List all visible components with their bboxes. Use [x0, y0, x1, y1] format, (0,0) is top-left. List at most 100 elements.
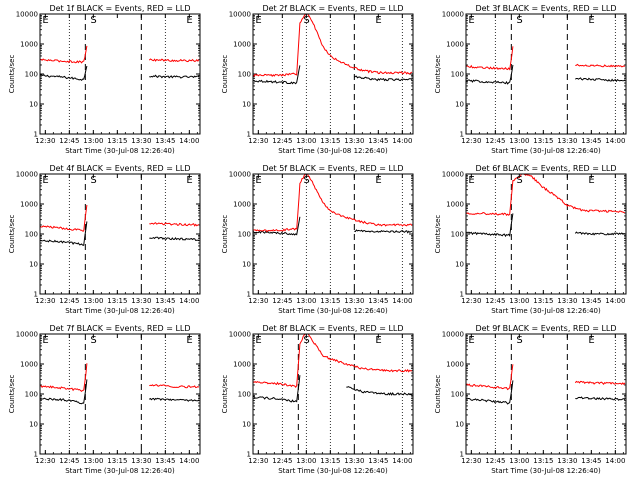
- x-tick-label: 13:15: [533, 137, 553, 145]
- panel-det-2f: Det 2f BLACK = Events, RED = LLD Counts/s…: [221, 4, 414, 155]
- x-axis-label: Start Time (30-Jul-08 12:26:40): [491, 467, 601, 475]
- x-tick-label: 13:30: [557, 137, 577, 145]
- y-tick-label: 1: [34, 131, 38, 139]
- y-tick-label: 10000: [229, 331, 251, 339]
- x-tick-label: 13:30: [131, 137, 151, 145]
- y-tick-label: 1: [34, 291, 38, 299]
- events-series-line: [466, 213, 514, 238]
- lld-series-line: [253, 174, 413, 233]
- panel-title: Det 4f BLACK = Events, RED = LLD: [49, 164, 190, 173]
- panel-det-3f: Det 3f BLACK = Events, RED = LLD Counts/s…: [434, 4, 627, 155]
- x-tick-label: 13:45: [368, 457, 388, 465]
- events-series-line: [354, 229, 413, 234]
- x-tick-label: 12:45: [485, 297, 505, 305]
- x-tick-label: 12:30: [461, 297, 481, 305]
- x-tick-label: 14:00: [392, 137, 412, 145]
- y-axis-label: Counts/sec: [434, 375, 442, 414]
- panel-det-9f: Det 9f BLACK = Events, RED = LLD Counts/s…: [434, 324, 627, 475]
- panel-title: Det 5f BLACK = Events, RED = LLD: [262, 164, 403, 173]
- events-series-line: [575, 77, 626, 83]
- y-tick-label: 1000: [233, 201, 251, 209]
- x-tick-label: 13:15: [320, 297, 340, 305]
- x-axis-label: Start Time (30-Jul-08 12:26:40): [491, 147, 601, 155]
- x-tick-label: 12:45: [272, 297, 292, 305]
- events-series-line: [575, 396, 626, 401]
- x-tick-label: 14:00: [605, 457, 625, 465]
- x-tick-label: 13:00: [296, 137, 316, 145]
- event-marker-E: E: [255, 335, 261, 346]
- x-tick-label: 12:45: [485, 137, 505, 145]
- x-axis-label: Start Time (30-Jul-08 12:26:40): [65, 307, 175, 315]
- x-tick-label: 14:00: [392, 297, 412, 305]
- y-tick-label: 1: [460, 131, 464, 139]
- events-series-line: [40, 221, 88, 246]
- y-tick-label: 10000: [16, 331, 38, 339]
- x-tick-label: 13:00: [296, 297, 316, 305]
- x-tick-label: 13:45: [581, 457, 601, 465]
- x-tick-label: 14:00: [179, 457, 199, 465]
- y-tick-label: 10000: [442, 171, 464, 179]
- x-tick-label: 12:45: [59, 457, 79, 465]
- event-marker-E: E: [588, 15, 594, 26]
- y-tick-label: 10: [455, 261, 464, 269]
- y-axis-label: Counts/sec: [221, 375, 229, 414]
- x-axis-label: Start Time (30-Jul-08 12:26:40): [65, 467, 175, 475]
- y-axis-label: Counts/sec: [221, 55, 229, 94]
- y-tick-label: 1000: [20, 201, 38, 209]
- lld-series-line: [40, 45, 88, 64]
- event-marker-E: E: [255, 15, 261, 26]
- event-marker-S: S: [516, 335, 522, 346]
- y-axis-label: Counts/sec: [8, 55, 16, 94]
- event-marker-S: S: [516, 175, 522, 186]
- x-axis-label: Start Time (30-Jul-08 12:26:40): [278, 307, 388, 315]
- plot-frame: [39, 13, 201, 135]
- y-tick-label: 1000: [20, 41, 38, 49]
- x-tick-label: 13:15: [533, 457, 553, 465]
- x-tick-label: 12:30: [35, 137, 55, 145]
- y-axis-label: Counts/sec: [8, 215, 16, 254]
- x-tick-label: 14:00: [179, 137, 199, 145]
- events-series-line: [253, 216, 301, 236]
- event-marker-S: S: [516, 15, 522, 26]
- panel-title: Det 9f BLACK = Events, RED = LLD: [475, 324, 616, 333]
- x-tick-label: 13:30: [344, 457, 364, 465]
- x-tick-label: 12:30: [248, 457, 268, 465]
- x-tick-label: 13:00: [83, 457, 103, 465]
- x-tick-label: 13:15: [320, 137, 340, 145]
- x-tick-label: 13:30: [131, 457, 151, 465]
- y-tick-label: 10000: [16, 11, 38, 19]
- x-tick-label: 12:30: [248, 297, 268, 305]
- y-tick-label: 10000: [16, 171, 38, 179]
- events-series-line: [574, 231, 625, 236]
- panel-det-8f: Det 8f BLACK = Events, RED = LLD Counts/s…: [221, 324, 414, 475]
- y-tick-label: 10: [455, 101, 464, 109]
- y-tick-label: 100: [238, 231, 251, 239]
- x-tick-label: 12:45: [59, 297, 79, 305]
- y-tick-label: 1000: [446, 201, 464, 209]
- x-tick-label: 13:45: [368, 297, 388, 305]
- event-marker-E: E: [375, 15, 381, 26]
- lld-series-line: [466, 46, 514, 71]
- x-tick-label: 12:45: [272, 457, 292, 465]
- event-marker-E: E: [468, 175, 474, 186]
- x-tick-label: 13:00: [509, 457, 529, 465]
- y-tick-label: 1000: [20, 361, 38, 369]
- panel-det-5f: Det 5f BLACK = Events, RED = LLD Counts/s…: [221, 164, 414, 315]
- y-tick-label: 100: [451, 71, 464, 79]
- event-marker-E: E: [375, 335, 381, 346]
- y-tick-label: 100: [451, 391, 464, 399]
- event-marker-E: E: [186, 175, 192, 186]
- y-tick-label: 10000: [229, 11, 251, 19]
- y-tick-label: 100: [25, 71, 38, 79]
- lld-series-line: [574, 380, 626, 386]
- y-tick-label: 100: [238, 71, 251, 79]
- plot-frame: [465, 173, 627, 295]
- event-marker-E: E: [468, 335, 474, 346]
- event-marker-E: E: [255, 175, 261, 186]
- events-series-line: [253, 375, 301, 403]
- event-marker-E: E: [42, 175, 48, 186]
- lld-series-line: [253, 334, 413, 389]
- lld-series-line: [253, 14, 413, 78]
- x-axis-label: Start Time (30-Jul-08 12:26:40): [491, 307, 601, 315]
- event-marker-E: E: [42, 15, 48, 26]
